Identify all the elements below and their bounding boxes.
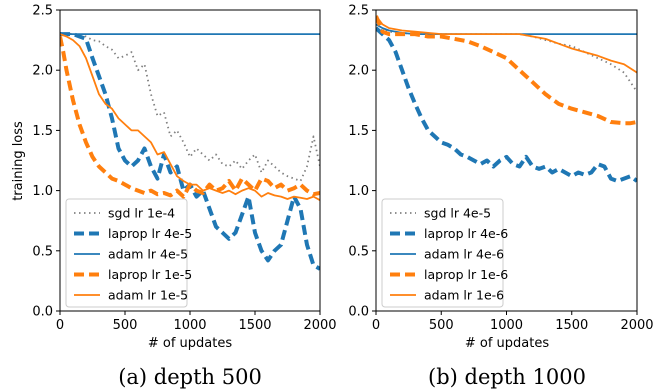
y-tick-label: 1.0 [32,184,53,199]
caption-b: (b) depth 1000 [428,365,586,389]
legend-label: adam lr 4e-6 [424,247,504,262]
y-tick-label: 2.0 [348,64,369,79]
x-tick-label: 500 [429,318,454,333]
x-tick-label: 1000 [173,318,206,333]
y-tick-label: 1.0 [348,184,369,199]
legend-label: sgd lr 1e-4 [108,206,175,221]
series-group [60,32,320,271]
x-axis-label: # of updates [148,336,232,351]
y-tick-label: 0.5 [348,244,369,259]
x-tick-label: 1000 [490,318,523,333]
y-tick-label: 0.0 [348,305,369,320]
series-line [376,15,637,126]
legend-label: laprop lr 1e-5 [108,267,192,282]
panel-depth-500: 0.0 0.5 1.0 1.5 2.0 2.5 0 500 1000 1500 2000 sgd lr… [32,4,336,334]
legend-label: laprop lr 4e-6 [424,226,508,241]
x-tick-label: 500 [113,318,138,333]
series-line [60,36,320,199]
y-tick-label: 1.5 [32,124,53,139]
series-line [376,26,637,183]
y-tick-label: 2.0 [32,64,53,79]
x-tick-label: 0 [56,318,64,333]
x-tick-label: 1500 [238,318,271,333]
y-tick-label: 2.5 [348,4,369,19]
y-axis-label: training loss [11,121,26,201]
legend-label: sgd lr 4e-5 [424,206,491,221]
legend-label: adam lr 1e-6 [424,288,504,303]
x-tick-label: 2000 [620,318,653,333]
series-line [60,32,320,182]
y-tick-label: 0.0 [32,305,53,320]
series-group [376,15,637,183]
y-tick-label: 1.5 [348,124,369,139]
series-line [376,15,637,74]
y-tick-label: 0.5 [32,244,53,259]
x-tick-label: 0 [372,318,380,333]
series-line [376,27,637,93]
x-axis-label: # of updates [465,336,549,351]
legend-label: laprop lr 4e-5 [108,226,192,241]
legend-box [65,198,188,308]
series-line [60,33,320,201]
legend-label: laprop lr 1e-6 [424,267,508,282]
caption-a: (a) depth 500 [118,365,262,389]
panel-depth-1000: 0.0 0.5 1.0 1.5 2.0 2.5 0 500 1000 1500 2000 sgd lr… [348,4,653,334]
legend-label: adam lr 4e-5 [108,247,188,262]
legend-label: adam lr 1e-5 [108,288,188,303]
x-tick-label: 2000 [303,318,336,333]
y-tick-label: 2.5 [32,4,53,19]
legend-box [381,198,504,308]
x-tick-label: 1500 [555,318,588,333]
